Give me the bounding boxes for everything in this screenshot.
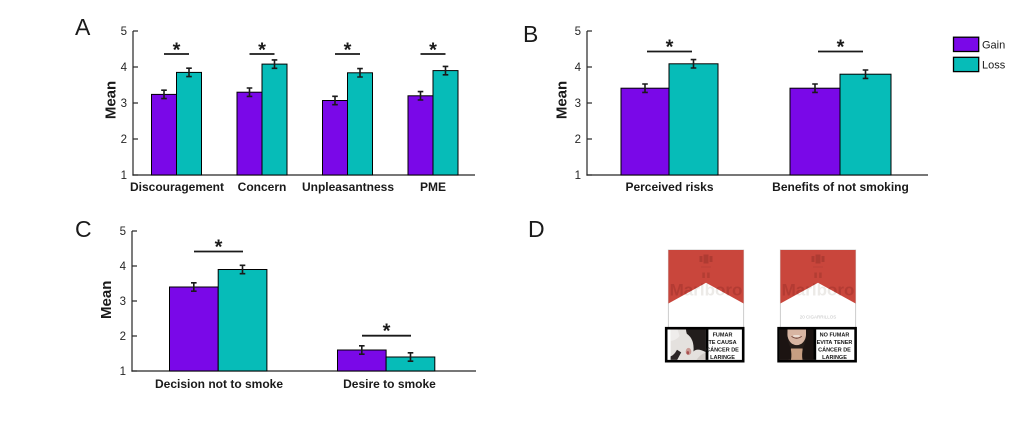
svg-text:Mean: Mean — [103, 81, 120, 119]
svg-text:LARINGE: LARINGE — [710, 355, 735, 361]
svg-text:CÁNCER DE: CÁNCER DE — [818, 347, 851, 354]
svg-text:Perceived risks: Perceived risks — [625, 180, 713, 194]
svg-text:4: 4 — [121, 62, 128, 74]
svg-text:1: 1 — [120, 366, 126, 378]
svg-text:B: B — [523, 21, 538, 47]
svg-text:Discouragement: Discouragement — [130, 180, 224, 194]
svg-text:Desire to smoke: Desire to smoke — [343, 377, 436, 391]
svg-text:NO FUMAR: NO FUMAR — [820, 333, 850, 339]
svg-text:Benefits of not smoking: Benefits of not smoking — [772, 180, 909, 194]
svg-text:CÁNCER DE: CÁNCER DE — [706, 347, 739, 354]
svg-text:EVITA TENER: EVITA TENER — [817, 340, 853, 346]
svg-text:20 CIGARRILLOS: 20 CIGARRILLOS — [800, 315, 837, 320]
svg-text:Unpleasantness: Unpleasantness — [302, 180, 394, 194]
svg-text:*: * — [429, 40, 437, 62]
svg-text:1: 1 — [575, 170, 581, 182]
svg-text:Mean: Mean — [554, 81, 571, 119]
svg-text:TE CAUSA: TE CAUSA — [708, 340, 736, 346]
svg-text:PME: PME — [420, 180, 446, 194]
svg-text:*: * — [344, 40, 352, 62]
svg-text:2: 2 — [120, 331, 126, 343]
svg-text:3: 3 — [575, 98, 581, 110]
svg-text:D: D — [528, 216, 545, 242]
svg-text:*: * — [258, 40, 266, 62]
svg-text:Decision not to smoke: Decision not to smoke — [155, 377, 283, 391]
svg-text:Loss: Loss — [982, 60, 1006, 72]
svg-text:Gain: Gain — [982, 40, 1005, 52]
svg-text:*: * — [666, 37, 674, 59]
svg-text:5: 5 — [120, 226, 126, 238]
svg-text:FUMAR: FUMAR — [713, 333, 733, 339]
svg-text:2: 2 — [121, 134, 127, 146]
svg-text:4: 4 — [120, 261, 127, 273]
svg-text:Concern: Concern — [238, 180, 287, 194]
svg-text:1: 1 — [121, 170, 127, 182]
svg-text:*: * — [173, 40, 181, 62]
svg-text:C: C — [75, 216, 92, 242]
svg-text:5: 5 — [575, 26, 581, 38]
svg-text:A: A — [75, 14, 91, 40]
svg-text:2: 2 — [575, 134, 581, 146]
svg-text:Mean: Mean — [98, 281, 115, 319]
svg-text:*: * — [215, 237, 223, 259]
svg-text:5: 5 — [121, 26, 127, 38]
svg-text:LARINGE: LARINGE — [822, 355, 847, 361]
svg-text:*: * — [383, 321, 391, 343]
svg-text:4: 4 — [575, 62, 582, 74]
svg-text:3: 3 — [121, 98, 127, 110]
svg-text:*: * — [837, 37, 845, 59]
svg-text:3: 3 — [120, 296, 126, 308]
